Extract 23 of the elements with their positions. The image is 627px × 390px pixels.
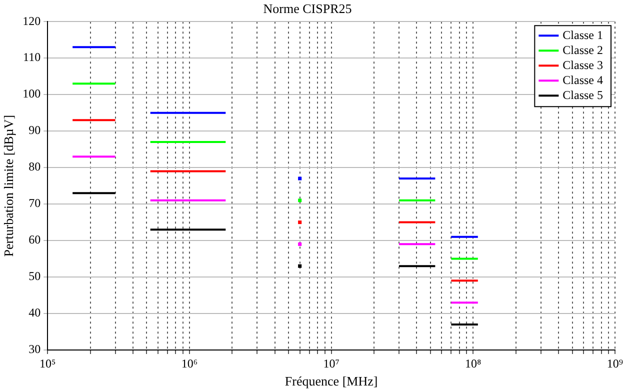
legend-label: Classe 5 xyxy=(562,88,604,102)
y-tick-label: 60 xyxy=(28,232,41,247)
legend-label: Classe 1 xyxy=(562,28,604,42)
legend-label: Classe 3 xyxy=(562,58,604,72)
x-axis-title: Fréquence [MHz] xyxy=(284,374,378,389)
x-tick-label: 10⁷ xyxy=(323,356,340,370)
x-tick-label: 10⁶ xyxy=(181,356,198,370)
legend-label: Classe 2 xyxy=(562,42,604,57)
y-tick-label: 70 xyxy=(28,196,41,210)
y-tick-label: 120 xyxy=(22,14,41,28)
x-tick-label: 10⁵ xyxy=(40,356,56,370)
y-axis-title: Perturbation limite [dBµV] xyxy=(1,114,16,257)
x-tick-label: 10⁹ xyxy=(606,356,624,370)
y-tick-label: 40 xyxy=(28,306,41,320)
y-tick-label: 50 xyxy=(28,269,41,284)
y-tick-label: 30 xyxy=(28,342,41,356)
y-tick-label: 80 xyxy=(28,160,41,174)
y-tick-label: 110 xyxy=(23,50,41,64)
y-tick-label: 90 xyxy=(28,123,41,138)
x-tick-label: 10⁸ xyxy=(465,356,482,370)
legend-label: Classe 4 xyxy=(562,72,604,87)
y-tick-label: 100 xyxy=(22,86,41,101)
chart-title: Norme CISPR25 xyxy=(263,1,352,16)
